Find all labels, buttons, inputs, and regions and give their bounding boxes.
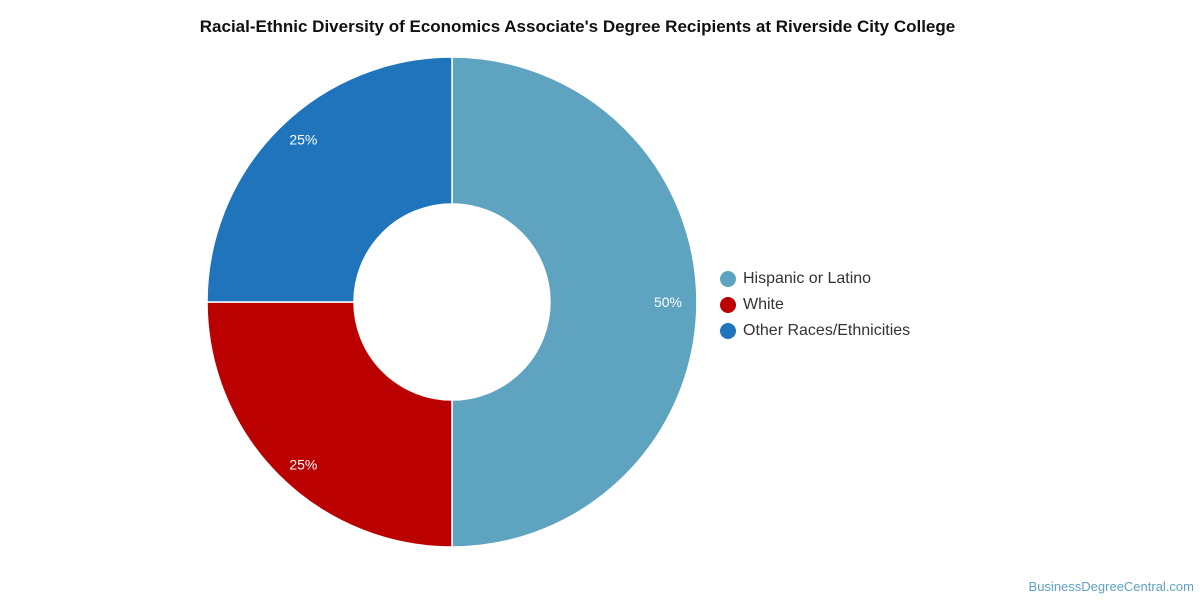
legend-item-hispanic-or-latino[interactable]: Hispanic or Latino — [720, 266, 910, 292]
slice-label-hispanic-or-latino: 50% — [654, 294, 682, 310]
source-credit[interactable]: BusinessDegreeCentral.com — [1028, 579, 1194, 594]
slice-other-races-ethnicities[interactable] — [206, 56, 453, 303]
legend-swatch — [720, 323, 736, 339]
slice-label-white: 25% — [289, 457, 317, 473]
slice-hispanic-or-latino[interactable] — [451, 56, 698, 548]
legend-item-white[interactable]: White — [720, 292, 910, 318]
legend: Hispanic or Latino White Other Races/Ethni… — [720, 266, 910, 344]
legend-swatch — [720, 297, 736, 313]
slice-label-other-races-ethnicities: 25% — [289, 131, 317, 147]
chart-title: Racial-Ethnic Diversity of Economics Ass… — [199, 17, 956, 36]
legend-label: White — [743, 296, 784, 313]
legend-label: Other Races/Ethnicities — [743, 322, 911, 339]
legend-label: Hispanic or Latino — [743, 270, 872, 287]
legend-item-other-races-ethnicities[interactable]: Other Races/Ethnicities — [720, 318, 910, 344]
slice-white[interactable] — [206, 301, 453, 548]
legend-swatch — [720, 271, 736, 287]
